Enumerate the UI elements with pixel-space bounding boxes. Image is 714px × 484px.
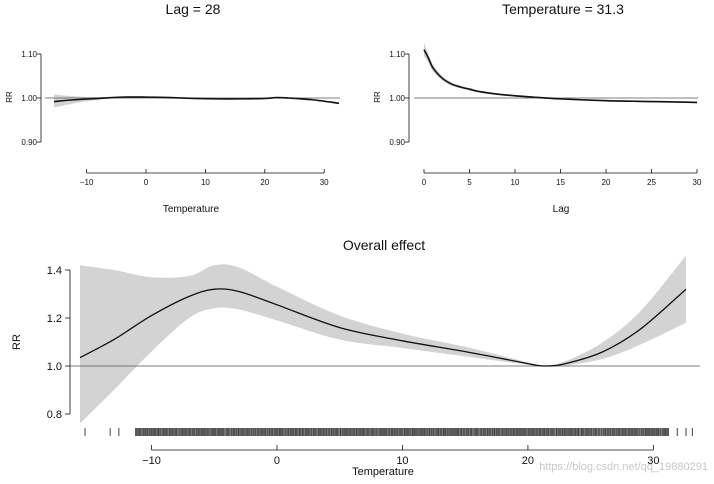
overall-x-tick-label: 10: [396, 455, 408, 467]
lag28-x-tick-label: −10: [80, 178, 94, 187]
lag28-y-tick-label: 1.10: [21, 50, 37, 59]
temp31-x-tick-label: 10: [511, 178, 520, 187]
overall-y-tick-label: 1.4: [47, 265, 62, 277]
temp31-x-tick-label: 5: [467, 178, 472, 187]
overall-y-tick-label: 1.0: [47, 361, 62, 373]
temp31-x-tick-label: 0: [422, 178, 427, 187]
lag28-confidence-band: [54, 94, 339, 108]
lag28-x-tick-label: 10: [201, 178, 210, 187]
overall-x-tick-label: 20: [522, 455, 534, 467]
overall-x-tick-label: −10: [142, 455, 161, 467]
panel-overall-effect-ylabel: RR: [11, 334, 23, 350]
panel-temperature-31: Temperature = 31.3 Lag RR 0.90 1.00 1.10 0 5…: [373, 1, 702, 215]
panel-temperature-31-ylabel: RR: [373, 91, 382, 103]
panel-overall-effect-title: Overall effect: [343, 237, 425, 253]
lag28-y-tick-label: 0.90: [21, 138, 37, 147]
temp31-x-tick-label: 15: [556, 178, 565, 187]
temp31-x-tick-label: 30: [693, 178, 702, 187]
overall-x-tick-label: 0: [274, 455, 280, 467]
overall-x-tick-label: 30: [647, 455, 659, 467]
overall-rug: [84, 428, 693, 436]
temp31-y-tick-label: 0.90: [389, 138, 405, 147]
lag28-y-tick-label: 1.00: [21, 94, 37, 103]
overall-confidence-band: [80, 255, 686, 424]
panel-lag-28-ylabel: RR: [5, 91, 14, 103]
temp31-rr-curve: [423, 49, 698, 104]
panel-temperature-31-xlabel: Lag: [553, 204, 570, 215]
overall-rr-curve: [79, 288, 687, 367]
panel-overall-effect: Overall effect Temperature RR 0.8 1.0 1.2 1…: [11, 237, 700, 478]
overall-y-tick-label: 0.8: [47, 409, 62, 421]
overall-y-tick-label: 1.2: [47, 313, 62, 325]
temp31-y-tick-label: 1.00: [389, 94, 405, 103]
panel-lag-28-xlabel: Temperature: [163, 204, 220, 215]
temp31-x-tick-label: 20: [602, 178, 611, 187]
lag28-rr-curve: [53, 96, 340, 105]
temp31-x-tick-label: 25: [647, 178, 656, 187]
lag28-x-tick-label: 0: [144, 178, 149, 187]
temp31-y-tick-label: 1.10: [389, 50, 405, 59]
panel-overall-effect-xlabel: Temperature: [352, 466, 414, 478]
temp31-confidence-band: [424, 43, 697, 104]
panel-temperature-31-title: Temperature = 31.3: [502, 1, 624, 17]
lag28-x-tick-label: 20: [260, 178, 269, 187]
watermark-text: https://blog.csdn.net/qq_19880291: [539, 461, 708, 473]
lag28-x-tick-label: 30: [320, 178, 329, 187]
panel-lag-28: Lag = 28 Temperature RR 0.90 1.00 1.10 −10 0…: [5, 1, 340, 215]
panel-lag-28-title: Lag = 28: [166, 1, 221, 17]
